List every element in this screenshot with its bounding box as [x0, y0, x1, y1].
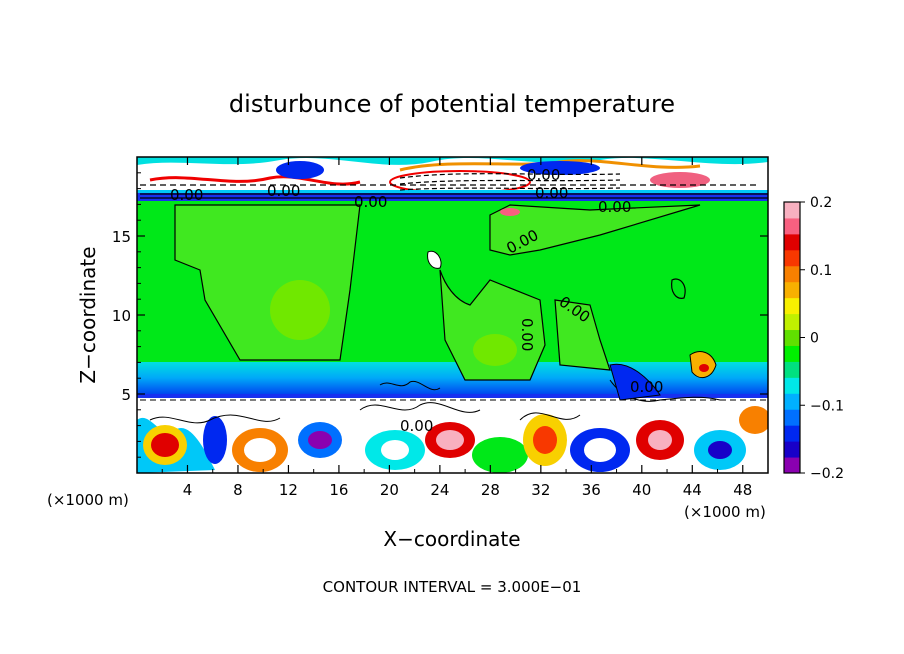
- colorbar-swatch: [784, 345, 800, 362]
- colorbar-swatch: [784, 377, 800, 394]
- contour-interval-note: CONTOUR INTERVAL = 3.000E−01: [323, 578, 582, 596]
- contour-label: 0.00: [354, 193, 387, 211]
- x-tick-label: 40: [632, 481, 651, 499]
- contour-label: 0.00: [598, 198, 631, 216]
- colorbar-tick-label: 0.2: [810, 195, 832, 211]
- colorbar-tick-label: −0.1: [810, 398, 844, 414]
- colorbar-tick-label: −0.2: [810, 466, 844, 482]
- colorbar-swatch: [784, 265, 800, 283]
- x-axis: 4 8 12 16 20 24 28 32 36 40 44 48: [161, 157, 752, 499]
- x-tick-label: 24: [430, 481, 449, 499]
- x-tick-label: 8: [233, 481, 243, 499]
- x-unit-left: (×1000 m): [47, 491, 129, 509]
- x-tick-label: 12: [279, 481, 298, 499]
- colorbar-tick-label: 0.1: [810, 263, 832, 279]
- mid-field: [174, 204, 717, 401]
- y-axis: 5 10 15: [112, 172, 768, 458]
- colorbar-swatch: [784, 361, 800, 378]
- colorbar-swatch: [784, 457, 800, 474]
- chart-title: disturbunce of potential temperature: [229, 90, 675, 118]
- contour-label: 0.00: [535, 184, 568, 202]
- colorbar-swatch: [784, 297, 800, 315]
- x-tick-label: 20: [380, 481, 399, 499]
- stable-layer-band: [137, 362, 768, 394]
- colorbar-swatch: [784, 313, 800, 331]
- colorbar-swatch: [784, 425, 800, 442]
- x-tick-label: 28: [481, 481, 500, 499]
- colorbar-swatch: [784, 329, 800, 346]
- x-tick-label: 36: [582, 481, 601, 499]
- x-unit-right: (×1000 m): [684, 503, 766, 521]
- x-tick-label: 16: [329, 481, 348, 499]
- colorbar-swatch: [784, 393, 800, 410]
- colorbar-swatch: [784, 249, 800, 267]
- x-tick-label: 48: [733, 481, 752, 499]
- colorbar-swatch: [784, 202, 800, 219]
- x-tick-label: 44: [683, 481, 702, 499]
- lower-turbulent-layer: [137, 379, 768, 473]
- plot-area: [137, 157, 768, 473]
- contour-label: 0.00: [527, 166, 560, 184]
- x-tick-label: 4: [183, 481, 193, 499]
- colorbar: 0.2 0.1 0 −0.1 −0.2: [783, 195, 844, 482]
- contour-label: 0.00: [518, 318, 536, 351]
- y-tick-label: 15: [112, 228, 131, 246]
- colorbar-tick-label: 0: [810, 331, 819, 347]
- contour-label: 0.00: [400, 417, 433, 435]
- colorbar-swatch: [784, 441, 800, 458]
- contour-label: 0.00: [170, 186, 203, 204]
- y-tick-label: 5: [121, 386, 131, 404]
- colorbar-swatch: [784, 233, 800, 251]
- x-tick-label: 32: [531, 481, 550, 499]
- upper-turbulent-layer: [137, 157, 768, 201]
- contour-label: 0.00: [630, 378, 663, 396]
- colorbar-swatch: [784, 217, 800, 235]
- contour-label: 0.00: [267, 182, 300, 200]
- y-axis-label: Z−coordinate: [76, 246, 100, 383]
- y-tick-label: 10: [112, 307, 131, 325]
- colorbar-swatch: [784, 281, 800, 299]
- colorbar-swatch: [784, 409, 800, 426]
- x-axis-label: X−coordinate: [383, 527, 520, 551]
